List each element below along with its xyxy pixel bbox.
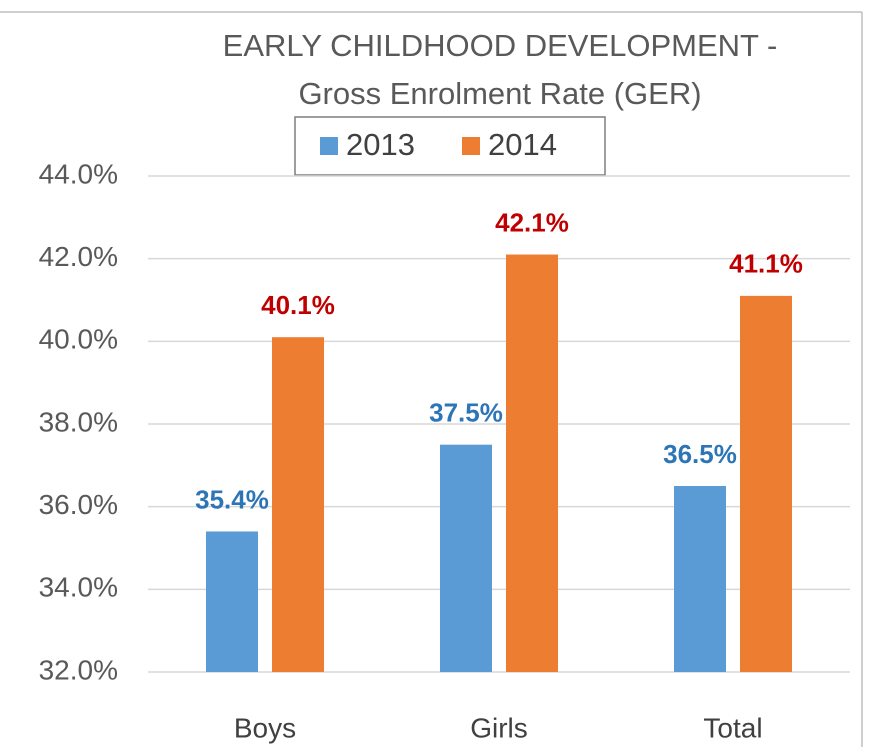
value-label: 35.4%: [195, 484, 269, 514]
y-tick-label: 42.0%: [39, 241, 118, 272]
legend-box: [294, 116, 606, 176]
value-label: 36.5%: [663, 439, 737, 469]
chart-title: Gross Enrolment Rate (GER): [298, 76, 701, 111]
y-tick-label: 38.0%: [39, 406, 118, 437]
y-tick-label: 44.0%: [39, 158, 118, 189]
value-label: 37.5%: [429, 398, 503, 428]
value-label: 41.1%: [729, 249, 803, 279]
x-tick-label: Girls: [470, 712, 528, 743]
legend-swatch: [320, 137, 338, 155]
bar: [674, 486, 726, 672]
value-label: 42.1%: [495, 207, 569, 237]
x-tick-label: Total: [703, 712, 762, 743]
bar: [506, 254, 558, 673]
y-tick-label: 40.0%: [39, 324, 118, 355]
bar: [740, 295, 792, 672]
y-tick-label: 34.0%: [39, 572, 118, 603]
bar: [206, 531, 258, 672]
value-label: 40.1%: [261, 290, 335, 320]
x-tick-label: Boys: [234, 712, 296, 743]
legend-label: 2013: [346, 127, 415, 162]
chart-title: EARLY CHILDHOOD DEVELOPMENT -: [223, 28, 778, 63]
y-tick-label: 32.0%: [39, 654, 118, 685]
bar: [272, 337, 324, 672]
legend-swatch: [462, 137, 480, 155]
y-tick-label: 36.0%: [39, 489, 118, 520]
legend-label: 2014: [488, 127, 557, 162]
bar: [440, 444, 492, 672]
